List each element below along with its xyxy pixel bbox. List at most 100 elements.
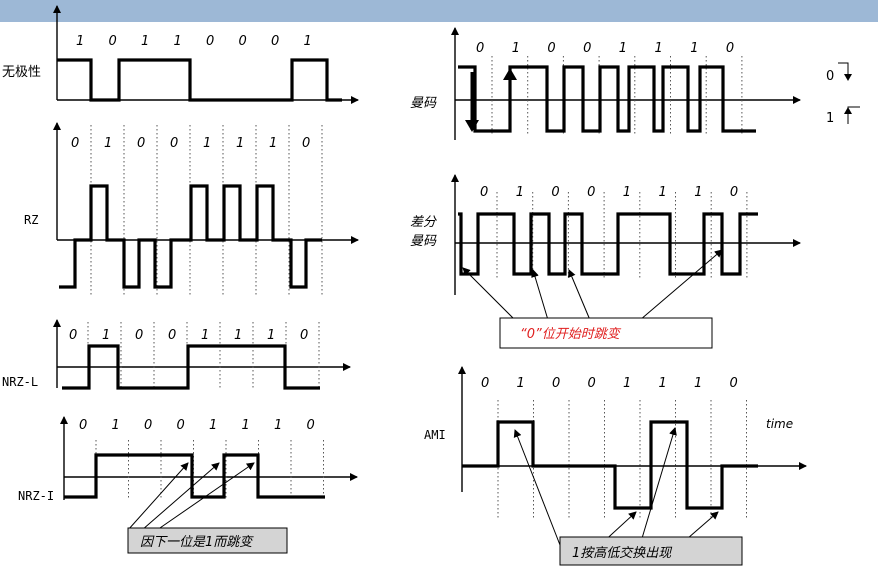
ami-bit-0: 0: [481, 376, 489, 391]
ami-callout-text: 1按高低交换出现: [572, 545, 673, 561]
nrzi-label: NRZ-I: [18, 489, 54, 503]
nrzi-bit-6: 1: [274, 418, 282, 433]
nrzi-callout-text: 因下一位是1而跳变: [140, 534, 254, 550]
manchester-bit-7: 0: [726, 41, 734, 56]
nrzl-bit-7: 0: [300, 328, 308, 343]
nrzl-bit-4: 1: [201, 328, 209, 343]
manchester-bit-6: 1: [690, 41, 698, 56]
rz-bit-row: 0 1 0 0 1 1 1 0: [71, 136, 310, 151]
transition-legend: 0 1: [826, 62, 860, 126]
manchester-bit-row: 0 1 0 0 1 1 1 0: [476, 41, 734, 56]
diff-bit-2: 0: [551, 185, 559, 200]
rz-bit-0: 0: [71, 136, 79, 151]
diff-bit-0: 0: [480, 185, 488, 200]
ami-bit-6: 1: [694, 376, 702, 391]
ami-callout-box: [559, 536, 743, 566]
diff-bit-4: 1: [623, 185, 631, 200]
nrzl-bit-2: 0: [135, 328, 143, 343]
diff-manchester-label-1: 差分: [410, 215, 437, 230]
nrzl-waveform: [62, 344, 320, 390]
ami-bit-4: 1: [623, 376, 631, 391]
diff-manchester-waveform: [458, 212, 758, 276]
nrzl-bit-row: 0 1 0 0 1 1 1 0: [69, 328, 308, 343]
header-bar: [0, 0, 878, 22]
manchester-bit-2: 0: [547, 41, 555, 56]
unipolar-bit-1: 0: [109, 34, 117, 49]
unipolar-panel: 无极性 1 0 1 1 0 0 0 1: [2, 5, 359, 104]
unipolar-bit-7: 1: [304, 34, 312, 49]
diff-bit-7: 0: [730, 185, 738, 200]
diff-manchester-bit-row: 0 1 0 0 1 1 1 0: [480, 185, 738, 200]
unipolar-bit-3: 1: [174, 34, 182, 49]
rz-bit-6: 1: [269, 136, 277, 151]
ami-bit-2: 0: [552, 376, 560, 391]
nrzi-waveform: [64, 453, 325, 499]
nrzi-bit-5: 1: [242, 418, 250, 433]
ami-bit-gridlines: [497, 400, 747, 520]
nrzl-bit-1: 1: [102, 328, 110, 343]
ami-bit-7: 0: [730, 376, 738, 391]
nrzi-bit-1: 1: [112, 418, 120, 433]
nrzi-bit-3: 0: [177, 418, 185, 433]
rz-bit-2: 0: [137, 136, 145, 151]
time-axis-label: time: [766, 417, 793, 431]
unipolar-bit-row: 1 0 1 1 0 0 0 1: [76, 34, 312, 49]
manchester-waveform: [458, 65, 756, 133]
manchester-bit-5: 1: [655, 41, 663, 56]
manchester-bit-1: 1: [512, 41, 520, 56]
ami-bit-3: 0: [588, 376, 596, 391]
rz-waveform: [59, 184, 322, 289]
up-arrow-icon: [844, 107, 852, 114]
nrzl-panel: NRZ-L 0 1 0 0 1 1 1 0: [2, 319, 351, 390]
diff-manchester-label-2: 曼码: [410, 234, 437, 249]
nrzi-bit-gridlines: [95, 440, 324, 498]
down-arrow-icon: [844, 74, 852, 81]
ami-bit-row: 0 1 0 0 1 1 1 0: [481, 376, 738, 391]
unipolar-waveform: [57, 58, 342, 102]
nrzi-bit-row: 0 1 0 0 1 1 1 0: [79, 418, 315, 433]
diff-manchester-panel: 差分 曼码 0 1 0 0 1 1 1 0 “0”位开始时跳变: [410, 174, 801, 349]
nrzi-panel: NRZ-I 0 1 0 0 1 1 1 0 因下一位是1而跳变: [18, 416, 358, 554]
nrzi-bit-0: 0: [79, 418, 87, 433]
nrzl-bit-0: 0: [69, 328, 77, 343]
unipolar-label: 无极性: [2, 65, 41, 80]
unipolar-bit-4: 0: [206, 34, 214, 49]
ami-waveform: [462, 420, 758, 510]
ami-bit-1: 1: [517, 376, 525, 391]
diff-bit-1: 1: [516, 185, 524, 200]
legend-zero-label: 0: [826, 69, 834, 84]
rz-bit-4: 1: [203, 136, 211, 151]
diff-callout-text: “0”位开始时跳变: [520, 326, 622, 342]
diff-manchester-bit-gridlines: [496, 192, 748, 280]
unipolar-bit-6: 0: [271, 34, 279, 49]
ami-panel: AMI time 0 1 0 0 1 1 1 0 1按高低交换出现: [424, 366, 807, 566]
nrzl-bit-3: 0: [168, 328, 176, 343]
rz-bit-3: 0: [170, 136, 178, 151]
unipolar-bit-0: 1: [76, 34, 84, 49]
manchester-panel: 曼码 0 1 0 0 1 1 1 0: [410, 27, 801, 140]
nrzi-bit-4: 1: [209, 418, 217, 433]
rz-bit-7: 0: [302, 136, 310, 151]
nrzl-bit-5: 1: [234, 328, 242, 343]
rz-bit-5: 1: [236, 136, 244, 151]
ami-label: AMI: [424, 428, 446, 442]
nrzi-bit-7: 0: [307, 418, 315, 433]
rz-bit-1: 1: [104, 136, 112, 151]
diff-bit-6: 1: [694, 185, 702, 200]
rz-panel: RZ 0 1 0 0 1 1 1 0: [24, 122, 359, 296]
ami-bit-5: 1: [659, 376, 667, 391]
legend-rising-edge: [847, 106, 860, 124]
nrzi-bit-2: 0: [144, 418, 152, 433]
nrzl-label: NRZ-L: [2, 375, 38, 389]
nrzi-callout-box: [127, 527, 288, 554]
manchester-bit-0: 0: [476, 41, 484, 56]
rz-label: RZ: [24, 213, 38, 227]
manchester-label: 曼码: [410, 96, 437, 111]
diff-bit-3: 0: [587, 185, 595, 200]
diff-bit-5: 1: [659, 185, 667, 200]
diff-callout-box: [499, 317, 713, 349]
legend-one-label: 1: [826, 111, 834, 126]
manchester-bit-4: 1: [619, 41, 627, 56]
nrzl-bit-6: 1: [267, 328, 275, 343]
